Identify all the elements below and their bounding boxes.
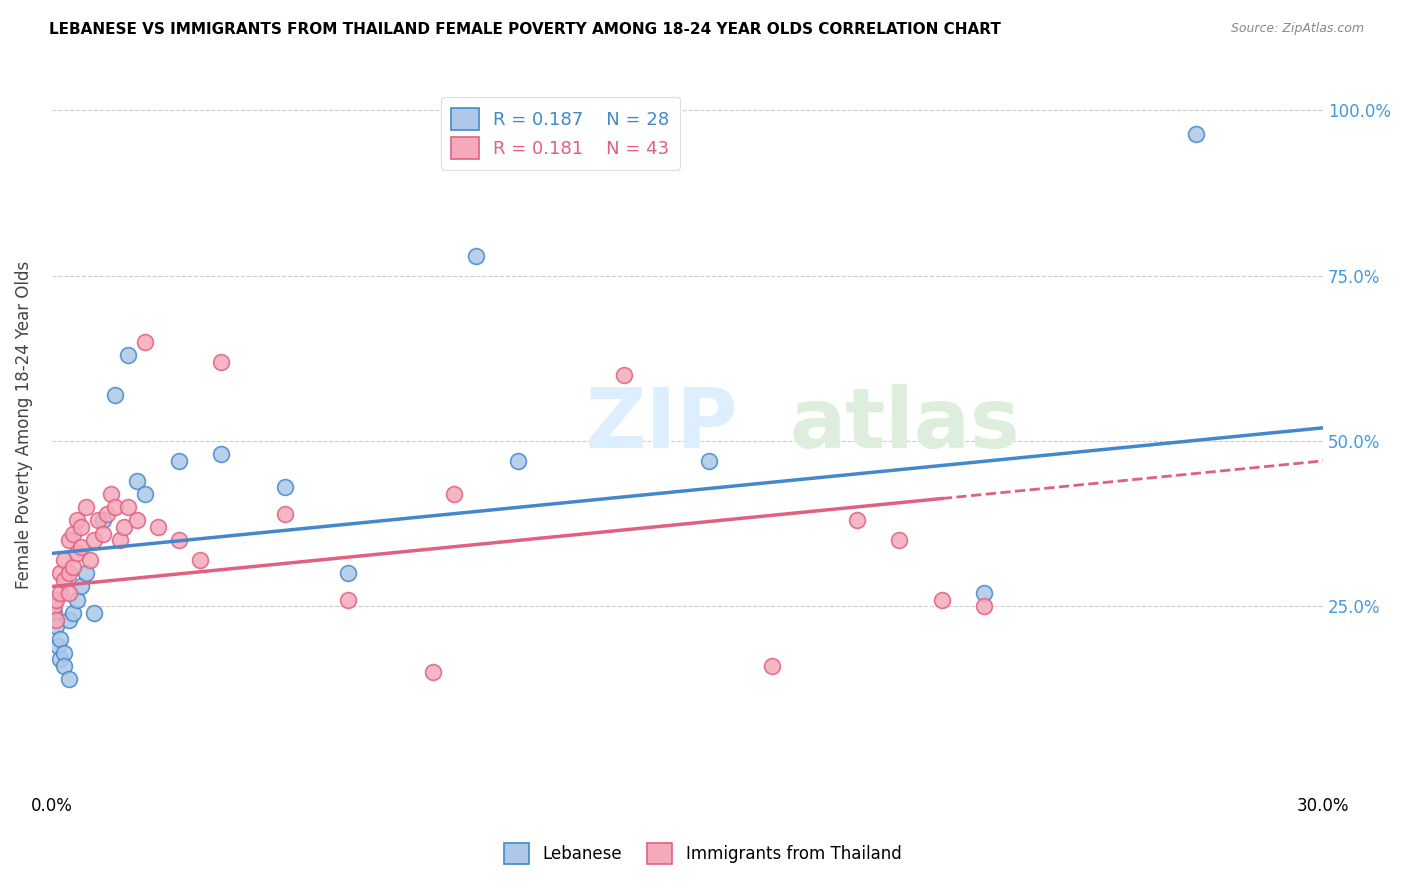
Point: [66, 513, 89, 527]
Point: [889, 533, 911, 548]
Point: [125, 474, 148, 488]
Point: [49, 652, 72, 666]
Point: [209, 447, 232, 461]
Point: [75, 566, 97, 581]
Text: ZIP: ZIP: [586, 384, 738, 465]
Point: [108, 533, 131, 548]
Point: [75, 500, 97, 515]
Point: [58, 672, 80, 686]
Point: [49, 566, 72, 581]
Point: [45, 619, 67, 633]
Point: [697, 454, 720, 468]
Point: [53, 553, 76, 567]
Point: [70, 540, 93, 554]
Point: [66, 592, 89, 607]
Point: [70, 579, 93, 593]
Point: [613, 368, 636, 382]
Point: [337, 566, 360, 581]
Point: [91, 513, 114, 527]
Point: [62, 606, 84, 620]
Point: [87, 513, 110, 527]
Point: [96, 507, 118, 521]
Point: [83, 606, 105, 620]
Point: [134, 334, 156, 349]
Point: [42, 606, 65, 620]
Point: [83, 533, 105, 548]
Point: [209, 354, 232, 368]
Point: [66, 546, 89, 560]
Point: [973, 586, 995, 600]
Point: [117, 348, 139, 362]
Point: [134, 487, 156, 501]
Point: [53, 658, 76, 673]
Text: LEBANESE VS IMMIGRANTS FROM THAILAND FEMALE POVERTY AMONG 18-24 YEAR OLDS CORREL: LEBANESE VS IMMIGRANTS FROM THAILAND FEM…: [49, 22, 1001, 37]
Point: [104, 388, 127, 402]
Point: [1185, 127, 1208, 141]
Point: [167, 533, 190, 548]
Point: [112, 520, 135, 534]
Point: [146, 520, 169, 534]
Point: [274, 480, 297, 494]
Legend: Lebanese, Immigrants from Thailand: Lebanese, Immigrants from Thailand: [498, 837, 908, 871]
Point: [58, 566, 80, 581]
Point: [274, 507, 297, 521]
Point: [104, 500, 127, 515]
Text: atlas: atlas: [789, 384, 1019, 465]
Point: [42, 599, 65, 614]
Point: [45, 613, 67, 627]
Text: 0.0%: 0.0%: [31, 797, 73, 814]
Point: [337, 592, 360, 607]
Point: [45, 592, 67, 607]
Point: [91, 526, 114, 541]
Point: [53, 646, 76, 660]
Point: [49, 586, 72, 600]
Point: [58, 586, 80, 600]
Point: [422, 665, 444, 680]
Point: [117, 500, 139, 515]
Point: [70, 520, 93, 534]
Point: [761, 658, 783, 673]
Point: [100, 487, 122, 501]
Point: [443, 487, 465, 501]
Point: [79, 553, 101, 567]
Point: [53, 573, 76, 587]
Point: [931, 592, 953, 607]
Point: [506, 454, 529, 468]
Point: [167, 454, 190, 468]
Text: Source: ZipAtlas.com: Source: ZipAtlas.com: [1230, 22, 1364, 36]
Point: [49, 632, 72, 647]
Point: [62, 526, 84, 541]
Point: [58, 533, 80, 548]
Text: 30.0%: 30.0%: [1296, 797, 1350, 814]
Point: [62, 559, 84, 574]
Point: [125, 513, 148, 527]
Y-axis label: Female Poverty Among 18-24 Year Olds: Female Poverty Among 18-24 Year Olds: [15, 260, 32, 589]
Point: [46, 639, 69, 653]
Legend: R = 0.187    N = 28, R = 0.181    N = 43: R = 0.187 N = 28, R = 0.181 N = 43: [440, 97, 681, 169]
Point: [464, 249, 486, 263]
Point: [188, 553, 211, 567]
Point: [846, 513, 869, 527]
Point: [58, 613, 80, 627]
Point: [973, 599, 995, 614]
